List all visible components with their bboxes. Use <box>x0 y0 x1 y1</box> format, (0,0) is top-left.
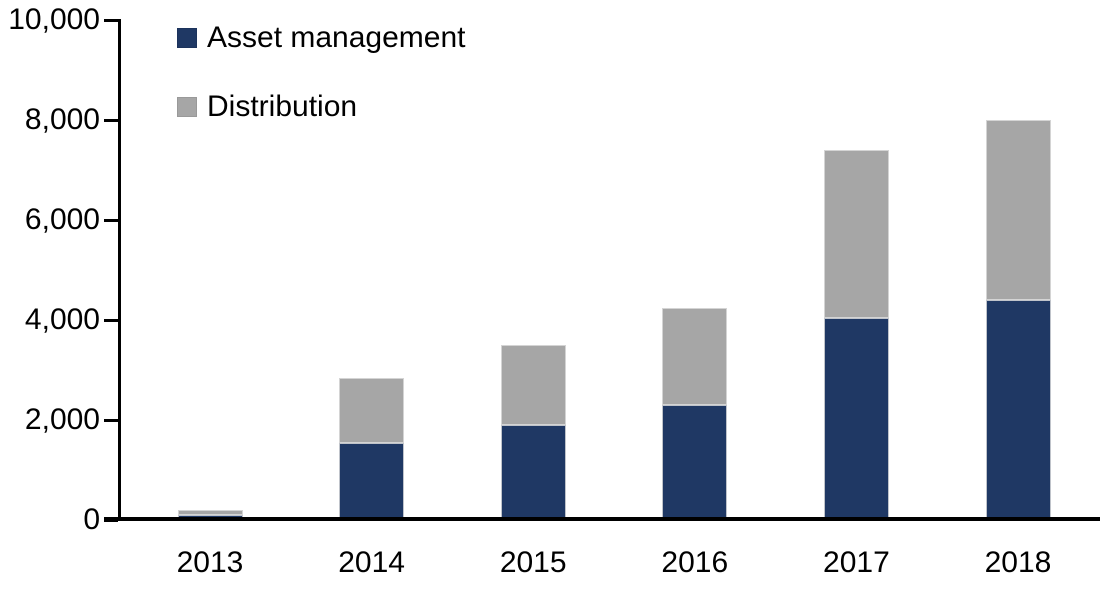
y-axis-tick-label: 6,000 <box>24 203 100 236</box>
bar-segment-2015-asset-management <box>500 425 566 520</box>
x-axis-label-2015: 2015 <box>499 546 567 579</box>
legend-item-asset-management: Asset management <box>177 21 466 54</box>
y-axis-tick-label: 4,000 <box>24 303 100 336</box>
bar-segment-2017-distribution <box>823 150 889 318</box>
x-axis-label-2016: 2016 <box>661 546 729 579</box>
legend-label-distribution: Distribution <box>207 90 358 123</box>
y-axis-tick <box>104 419 118 422</box>
legend-label-asset-management: Asset management <box>207 21 466 54</box>
bar-segment-2016-distribution <box>662 307 728 405</box>
bar-segment-2014-distribution <box>339 377 405 443</box>
legend-item-distribution: Distribution <box>177 90 358 123</box>
x-axis-line <box>104 517 1100 521</box>
bar-segment-2018-asset-management <box>985 300 1051 520</box>
y-axis-tick-label: 2,000 <box>24 403 100 436</box>
legend-swatch-asset-management <box>177 28 197 48</box>
bar-segment-2017-asset-management <box>823 317 889 520</box>
x-axis-label-2014: 2014 <box>338 546 405 579</box>
y-axis-tick-label: 8,000 <box>24 103 100 136</box>
bar-segment-2013-distribution <box>177 510 243 515</box>
bar-segment-2016-asset-management <box>662 405 728 520</box>
x-axis-label-2018: 2018 <box>984 546 1052 579</box>
x-axis-label-2017: 2017 <box>823 546 890 579</box>
y-axis-tick <box>104 119 118 122</box>
bar-segment-2018-distribution <box>985 120 1051 300</box>
y-axis-tick-label: 0 <box>83 503 100 536</box>
y-axis-tick <box>104 219 118 222</box>
bar-segment-2015-distribution <box>500 345 566 425</box>
x-axis-label-2013: 2013 <box>176 546 244 579</box>
y-axis-tick-label: 10,000 <box>8 3 100 36</box>
y-axis-tick <box>104 19 118 22</box>
legend-swatch-distribution <box>177 97 197 117</box>
y-axis-line <box>118 19 121 521</box>
bar-segment-2014-asset-management <box>339 442 405 520</box>
y-axis-tick <box>104 319 118 322</box>
